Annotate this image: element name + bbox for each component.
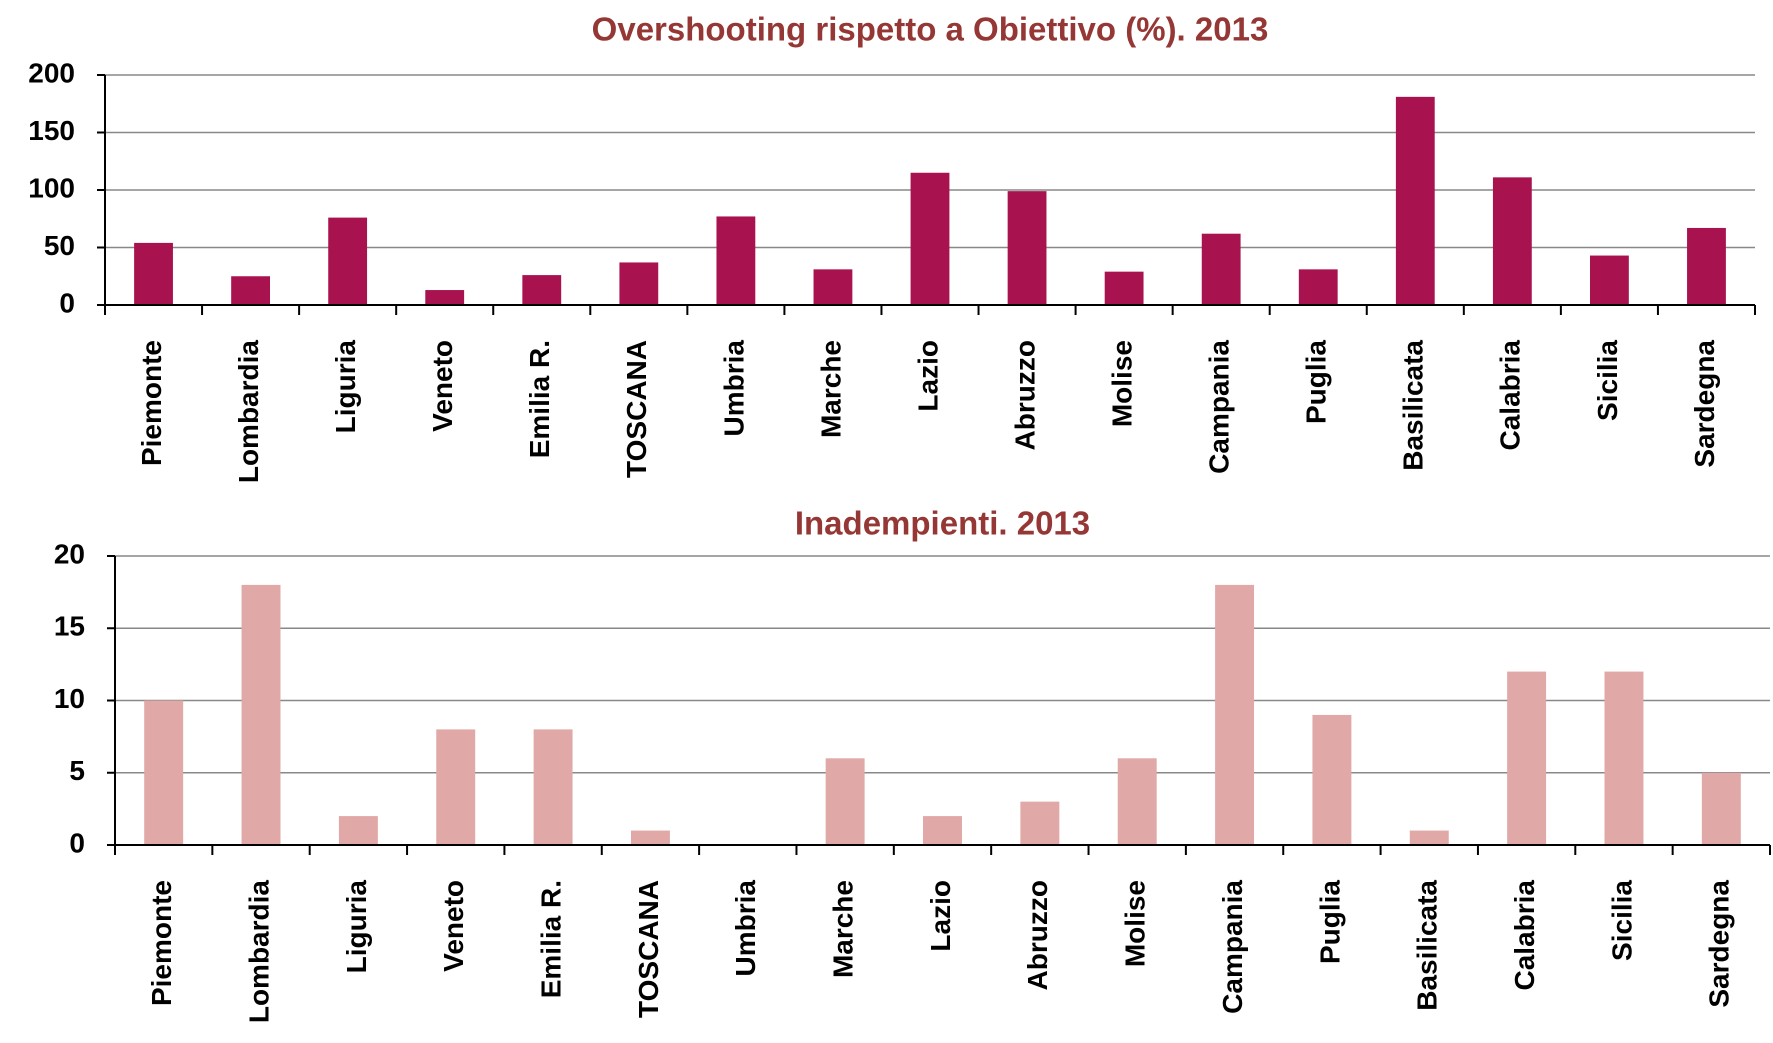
x-tick-label: Marche	[815, 340, 846, 438]
x-tick-label: Puglia	[1301, 340, 1332, 424]
bar	[1409, 830, 1449, 845]
bar	[1604, 671, 1644, 845]
x-tick-label: Piemonte	[146, 880, 177, 1006]
y-tick-label: 10	[54, 683, 85, 714]
bar	[716, 216, 756, 305]
x-tick-label: Campania	[1204, 340, 1235, 474]
x-tick-label: Molise	[1120, 880, 1151, 967]
x-tick-label: Lombardia	[243, 880, 274, 1024]
bar	[619, 262, 659, 305]
x-tick-label: Sicilia	[1592, 340, 1623, 421]
x-tick-label: Piemonte	[136, 340, 167, 466]
x-tick-label: Puglia	[1314, 880, 1345, 964]
bar	[923, 816, 962, 845]
bar	[1701, 772, 1741, 845]
y-tick-label: 20	[54, 538, 85, 569]
y-tick-label: 150	[28, 115, 75, 146]
x-tick-label: TOSCANA	[621, 340, 652, 478]
chart-title: Inadempienti. 2013	[795, 505, 1090, 542]
bar	[1007, 191, 1047, 305]
bar	[825, 758, 865, 845]
x-tick-label: TOSCANA	[633, 880, 664, 1018]
x-tick-label: Lazio	[912, 340, 943, 412]
bar	[1215, 584, 1255, 845]
bar	[436, 729, 476, 845]
x-tick-label: Campania	[1217, 880, 1248, 1014]
bar	[1298, 269, 1338, 305]
x-tick-label: Sardegna	[1689, 340, 1720, 468]
x-tick-label: Liguria	[341, 880, 372, 974]
bar	[241, 584, 281, 845]
y-tick-label: 100	[28, 172, 75, 203]
bar	[1201, 233, 1241, 305]
y-tick-label: 200	[28, 57, 75, 88]
bar	[533, 729, 573, 845]
x-tick-label: Sicilia	[1606, 880, 1637, 961]
bar	[910, 172, 950, 305]
bar	[1492, 177, 1532, 305]
x-tick-label: Molise	[1107, 340, 1138, 427]
y-tick-label: 0	[59, 287, 75, 318]
x-tick-label: Umbria	[718, 340, 749, 437]
x-tick-label: Emilia R.	[524, 340, 555, 458]
bar	[1507, 671, 1547, 845]
bar	[328, 217, 368, 305]
x-tick-label: Abruzzo	[1009, 340, 1040, 450]
x-tick-label: Veneto	[427, 340, 458, 432]
x-tick-label: Sardegna	[1704, 880, 1735, 1008]
bar	[338, 816, 378, 845]
y-tick-label: 5	[69, 755, 85, 786]
bar	[813, 269, 853, 305]
bar	[1104, 271, 1144, 305]
x-tick-label: Calabria	[1509, 880, 1540, 991]
y-tick-label: 50	[44, 230, 75, 261]
bar	[522, 275, 562, 305]
bar	[425, 290, 465, 305]
y-tick-label: 0	[69, 827, 85, 858]
x-tick-label: Liguria	[330, 340, 361, 434]
x-tick-label: Basilicata	[1412, 880, 1443, 1011]
bar	[1117, 758, 1157, 845]
x-tick-label: Abruzzo	[1022, 880, 1053, 990]
x-tick-label: Veneto	[438, 880, 469, 972]
x-tick-label: Marche	[828, 880, 859, 978]
bar	[630, 830, 670, 845]
bar	[231, 276, 270, 305]
x-tick-label: Basilicata	[1398, 340, 1429, 471]
bar	[1312, 714, 1352, 845]
x-tick-label: Umbria	[730, 880, 761, 977]
bar	[1687, 227, 1726, 305]
x-tick-label: Lazio	[925, 880, 956, 952]
chart-title: Overshooting rispetto a Obiettivo (%). 2…	[592, 11, 1269, 48]
x-tick-label: Emilia R.	[535, 880, 566, 998]
bar	[144, 700, 184, 845]
bar	[1395, 96, 1435, 305]
bar	[134, 242, 173, 305]
bar	[1590, 255, 1629, 305]
x-tick-label: Calabria	[1495, 340, 1526, 451]
y-tick-label: 15	[54, 611, 85, 642]
x-tick-label: Lombardia	[233, 340, 264, 484]
bar	[1020, 801, 1060, 845]
